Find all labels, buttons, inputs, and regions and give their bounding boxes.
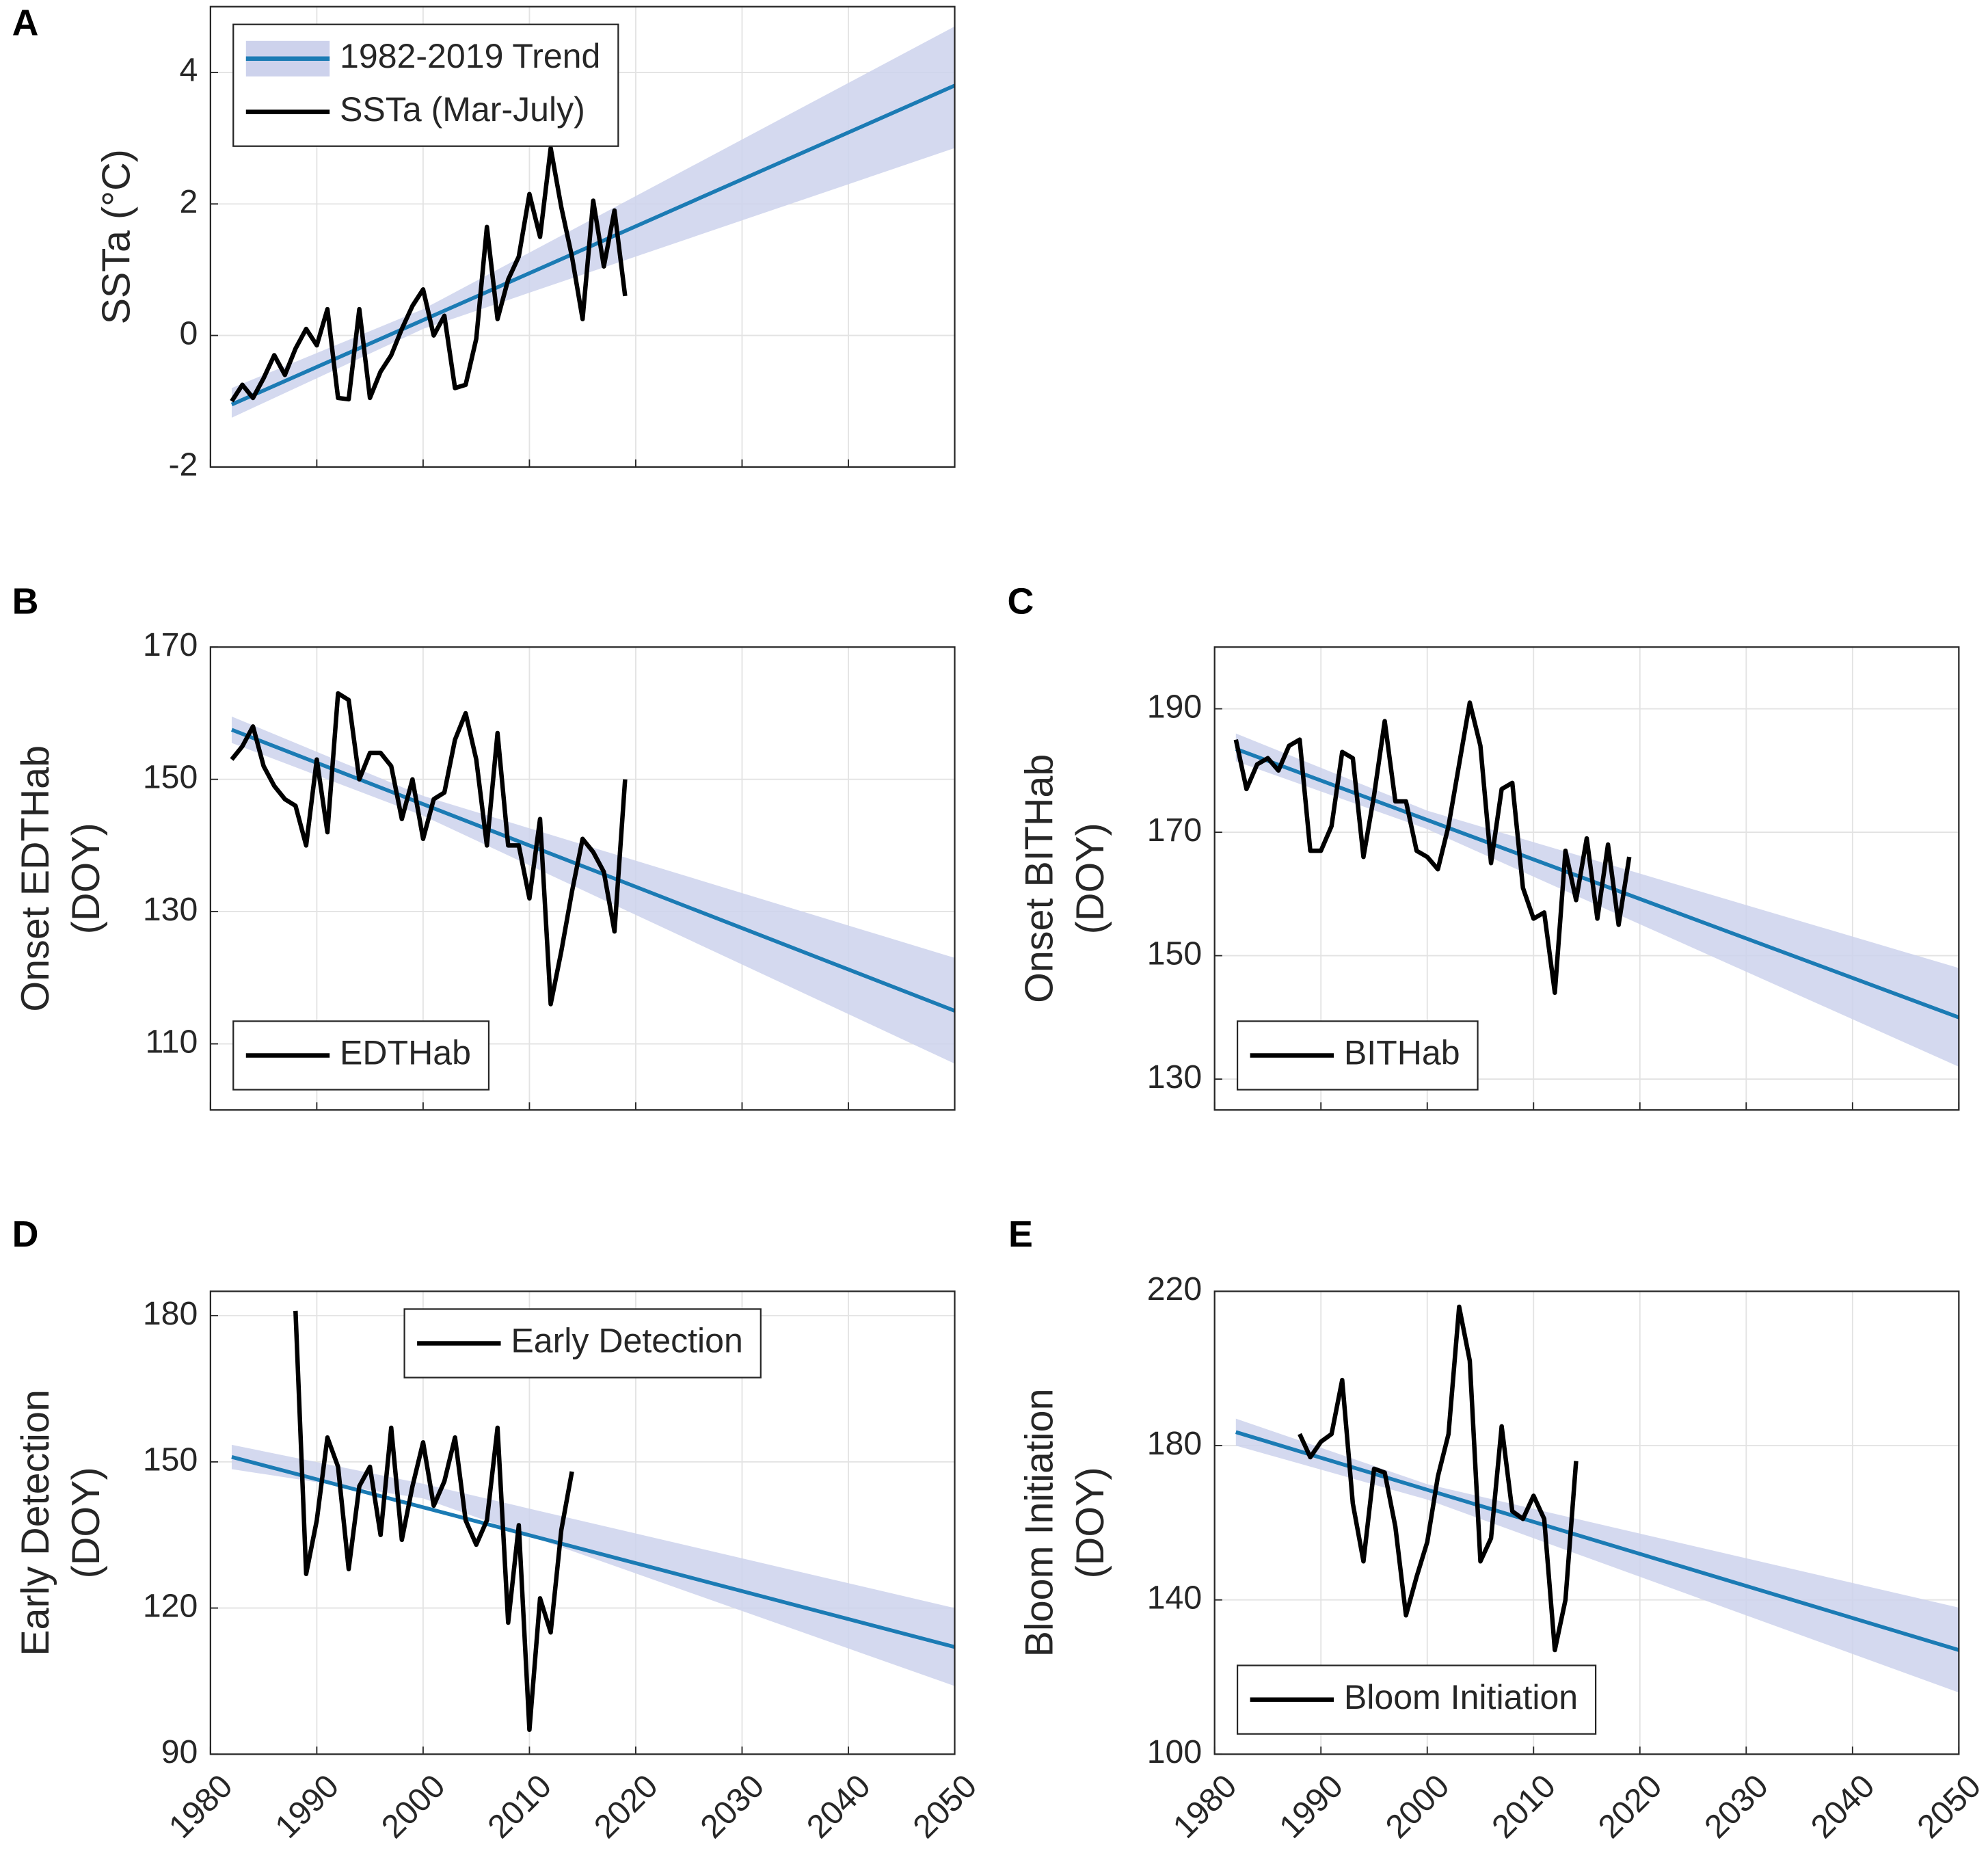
x-tick-label: 1990 bbox=[268, 1768, 346, 1846]
x-tick-label: 2030 bbox=[1697, 1768, 1775, 1846]
y-tick-label: 180 bbox=[1147, 1425, 1202, 1462]
y-axis-label: (DOY) bbox=[64, 1467, 108, 1578]
y-axis-label: (DOY) bbox=[64, 823, 108, 934]
data-line bbox=[1235, 1430, 1960, 1652]
y-tick-label: 220 bbox=[1147, 1271, 1202, 1307]
y-tick-label: 170 bbox=[1147, 812, 1202, 849]
y-tick-label: 140 bbox=[1147, 1579, 1202, 1616]
y-tick-label: 4 bbox=[180, 52, 198, 89]
x-tick-label: 2050 bbox=[1910, 1768, 1988, 1846]
data-line bbox=[230, 146, 628, 403]
panel-letter: B bbox=[12, 581, 39, 622]
y-tick-label: 90 bbox=[161, 1733, 198, 1770]
data-line bbox=[1298, 1304, 1579, 1653]
y-axis-label: Onset BITHab bbox=[1018, 754, 1062, 1003]
x-tick-label: 2050 bbox=[906, 1768, 984, 1846]
y-tick-label: 170 bbox=[143, 626, 198, 663]
y-axis-label: Onset EDTHab bbox=[14, 745, 57, 1012]
x-tick-label: 2040 bbox=[1804, 1768, 1882, 1846]
panel: -2 0 2 4 SSTa (°C) A 1982-2019 Trend SSTa (Mar-… bbox=[12, 3, 956, 483]
y-tick-label: 100 bbox=[1147, 1733, 1202, 1770]
data-line bbox=[230, 728, 956, 1013]
legend: EDTHab bbox=[232, 1020, 490, 1091]
axes-frame bbox=[209, 5, 956, 468]
y-tick-label: 190 bbox=[1147, 688, 1202, 725]
y-tick-label: 150 bbox=[143, 758, 198, 795]
x-tick-label: 2000 bbox=[375, 1768, 453, 1846]
y-axis-label: SSTa (°C) bbox=[95, 149, 139, 324]
data-line bbox=[230, 691, 628, 1007]
y-axis-label: Bloom Initiation bbox=[1018, 1388, 1062, 1657]
data-line bbox=[1233, 700, 1632, 995]
confidence-band bbox=[231, 716, 955, 1064]
legend: 1982-2019 Trend SSTa (Mar-July) bbox=[232, 23, 619, 147]
x-tick-label: 2040 bbox=[800, 1768, 878, 1846]
y-axis-label: (DOY) bbox=[1069, 1467, 1112, 1578]
y-axis-label: Early Detection bbox=[14, 1389, 57, 1656]
y-tick-label: 2 bbox=[180, 183, 198, 220]
x-tick-label: 2010 bbox=[481, 1768, 559, 1846]
x-tick-label: 2010 bbox=[1485, 1768, 1563, 1846]
legend-label: BITHab bbox=[1344, 1034, 1460, 1072]
panel: 1980 1990 2000 2010 2020 2030 2040 2050 100 140 18… bbox=[1008, 1214, 1988, 1846]
panel-letter: D bbox=[12, 1214, 39, 1255]
y-tick-label: 180 bbox=[143, 1295, 198, 1332]
x-tick-label: 1980 bbox=[162, 1768, 240, 1846]
x-tick-label: 2000 bbox=[1378, 1768, 1456, 1846]
x-tick-label: 1990 bbox=[1272, 1768, 1350, 1846]
legend-label: Bloom Initiation bbox=[1344, 1678, 1578, 1716]
legend-label: EDTHab bbox=[340, 1034, 471, 1072]
legend: BITHab bbox=[1236, 1020, 1479, 1091]
axes-frame bbox=[209, 1290, 956, 1755]
y-axis-label: (DOY) bbox=[1069, 823, 1112, 934]
x-tick-label: 1980 bbox=[1166, 1768, 1244, 1846]
y-tick-label: 150 bbox=[1147, 935, 1202, 972]
legend: Early Detection bbox=[403, 1308, 762, 1379]
y-tick-label: 0 bbox=[180, 315, 198, 351]
axes-frame bbox=[209, 646, 956, 1111]
y-tick-label: 110 bbox=[145, 1023, 198, 1060]
panel: 130 150 170 190 Onset BITHab (DOY) C BITHab bbox=[1008, 581, 1960, 1111]
panel: 1980 1990 2000 2010 2020 2030 2040 2050 90 120 150… bbox=[12, 1214, 984, 1846]
panel-letter: E bbox=[1008, 1214, 1033, 1255]
axes-frame bbox=[1213, 1290, 1960, 1755]
x-tick-label: 2020 bbox=[587, 1768, 665, 1846]
data-line bbox=[293, 1310, 574, 1732]
y-tick-label: 150 bbox=[143, 1441, 198, 1478]
x-tick-label: 2030 bbox=[693, 1768, 771, 1846]
legend-label: SSTa (Mar-July) bbox=[340, 90, 585, 129]
axes-frame bbox=[1213, 646, 1960, 1111]
y-tick-label: 130 bbox=[143, 891, 198, 928]
y-tick-label: 120 bbox=[143, 1587, 198, 1624]
y-tick-label: -2 bbox=[168, 447, 198, 483]
data-line bbox=[231, 1455, 956, 1649]
legend-label: Early Detection bbox=[511, 1322, 742, 1360]
panel-letter: A bbox=[12, 3, 39, 44]
panel: 110 130 150 170 Onset EDTHab (DOY) B EDTHab bbox=[12, 581, 956, 1111]
y-tick-label: 130 bbox=[1147, 1059, 1202, 1095]
legend: Bloom Initiation bbox=[1236, 1664, 1597, 1735]
legend-label: 1982-2019 Trend bbox=[340, 37, 600, 75]
panel-letter: C bbox=[1008, 581, 1034, 622]
x-tick-label: 2020 bbox=[1591, 1768, 1669, 1846]
